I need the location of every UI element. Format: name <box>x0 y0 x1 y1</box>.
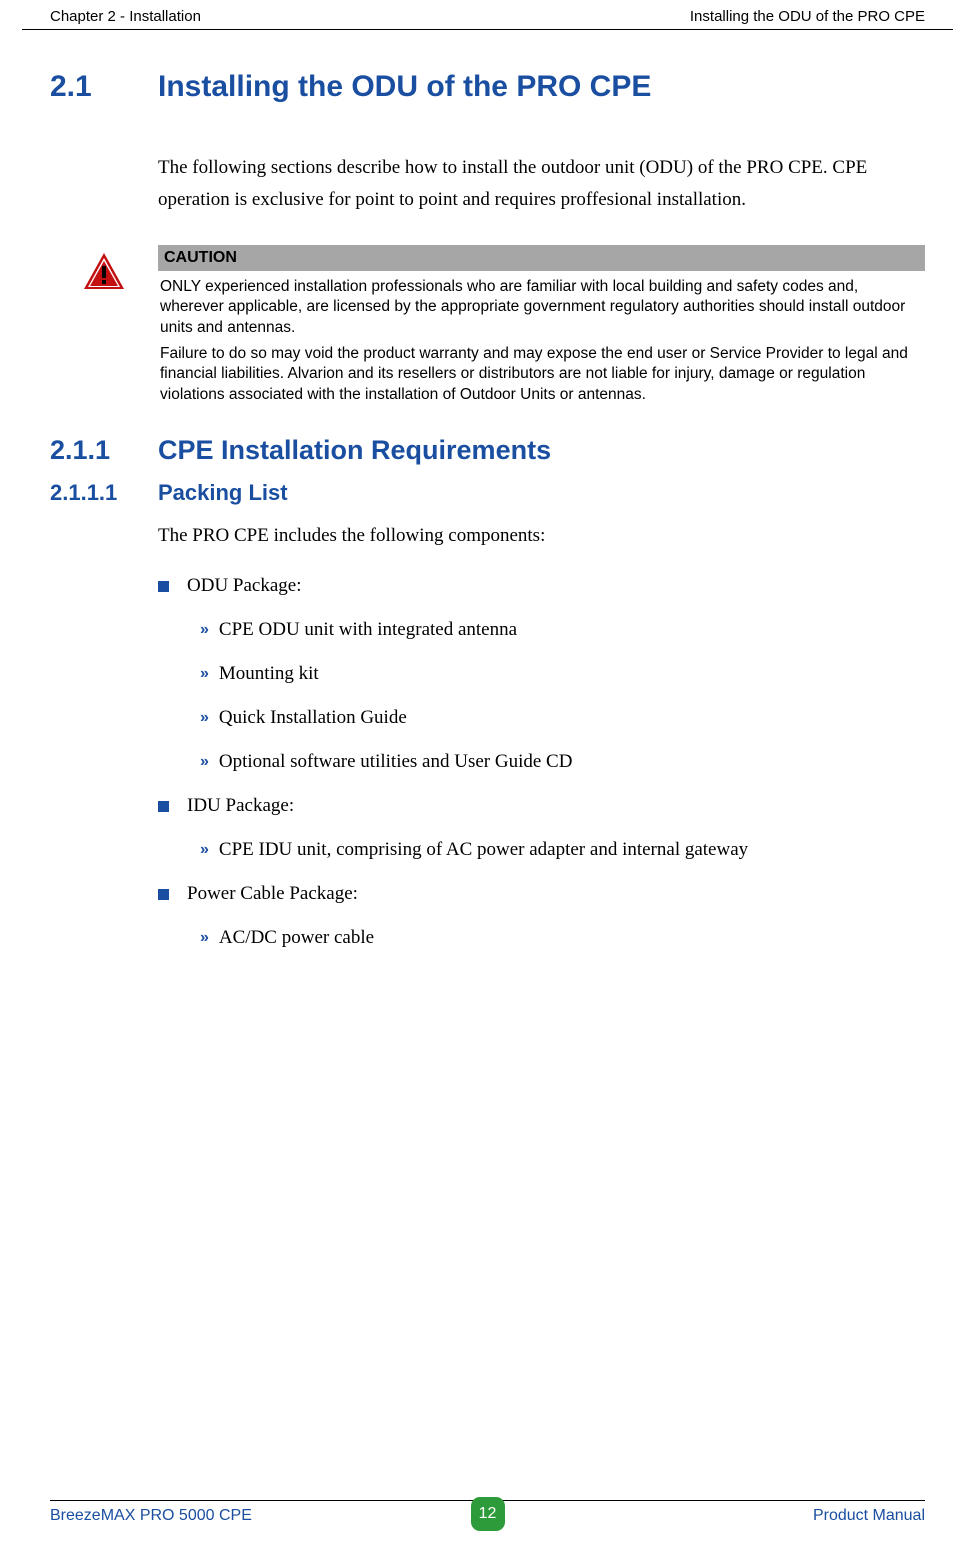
square-bullet-icon <box>158 581 169 592</box>
caution-paragraph-2: Failure to do so may void the product wa… <box>160 344 921 405</box>
list-item: Power Cable Package: <box>158 883 925 905</box>
list-item: IDU Package: <box>158 795 925 817</box>
caution-text: ONLY experienced installation profession… <box>158 271 925 418</box>
chevron-bullet-icon: » <box>200 621 205 639</box>
chevron-bullet-icon: » <box>200 753 205 771</box>
list-item: ODU Package: <box>158 575 925 597</box>
page-content: 2.1 Installing the ODU of the PRO CPE Th… <box>22 30 953 949</box>
list-item: » Quick Installation Guide <box>200 707 925 729</box>
list-item: » Mounting kit <box>200 663 925 685</box>
page-header: Chapter 2 - Installation Installing the … <box>22 0 953 30</box>
chevron-bullet-icon: » <box>200 841 205 859</box>
list-item: » CPE IDU unit, comprising of AC power a… <box>200 839 925 861</box>
list-item-label: Power Cable Package: <box>187 883 358 905</box>
chevron-bullet-icon: » <box>200 709 205 727</box>
heading-3-title: Packing List <box>158 480 288 506</box>
list-item-label: CPE ODU unit with integrated antenna <box>219 619 517 641</box>
list-item: » CPE ODU unit with integrated antenna <box>200 619 925 641</box>
chevron-bullet-icon: » <box>200 665 205 683</box>
square-bullet-icon <box>158 801 169 812</box>
footer-doc-type: Product Manual <box>813 1507 925 1525</box>
list-item-label: CPE IDU unit, comprising of AC power ada… <box>219 839 748 861</box>
list-item-label: Quick Installation Guide <box>219 707 407 729</box>
page-footer: BreezeMAX PRO 5000 CPE 12 Product Manual <box>50 1500 925 1525</box>
square-bullet-icon <box>158 889 169 900</box>
heading-1: 2.1 Installing the ODU of the PRO CPE <box>50 70 925 104</box>
heading-2-number: 2.1.1 <box>50 435 158 466</box>
heading-1-number: 2.1 <box>50 70 158 104</box>
caution-block: CAUTION ONLY experienced installation pr… <box>50 245 925 418</box>
header-chapter: Chapter 2 - Installation <box>50 8 201 25</box>
list-item-label: ODU Package: <box>187 575 302 597</box>
heading-1-title: Installing the ODU of the PRO CPE <box>158 70 651 104</box>
packing-intro: The PRO CPE includes the following compo… <box>158 520 925 552</box>
list-item-label: IDU Package: <box>187 795 294 817</box>
heading-2-title: CPE Installation Requirements <box>158 435 551 466</box>
heading-2: 2.1.1 CPE Installation Requirements <box>50 435 925 466</box>
page-number-badge: 12 <box>471 1497 505 1531</box>
list-item-label: AC/DC power cable <box>219 927 374 949</box>
intro-paragraph: The following sections describe how to i… <box>158 152 925 217</box>
list-item-label: Optional software utilities and User Gui… <box>219 751 573 773</box>
footer-page-wrap: 12 <box>471 1501 505 1531</box>
caution-title: CAUTION <box>158 245 925 271</box>
header-section: Installing the ODU of the PRO CPE <box>690 8 925 25</box>
warning-icon <box>82 251 126 291</box>
heading-3: 2.1.1.1 Packing List <box>50 480 925 506</box>
list-item-label: Mounting kit <box>219 663 319 685</box>
chevron-bullet-icon: » <box>200 929 205 947</box>
list-item: » AC/DC power cable <box>200 927 925 949</box>
caution-paragraph-1: ONLY experienced installation profession… <box>160 277 921 338</box>
heading-3-number: 2.1.1.1 <box>50 480 158 506</box>
caution-content: CAUTION ONLY experienced installation pr… <box>158 245 925 418</box>
footer-product: BreezeMAX PRO 5000 CPE <box>50 1507 252 1525</box>
caution-icon-wrap <box>50 245 158 418</box>
list-item: » Optional software utilities and User G… <box>200 751 925 773</box>
